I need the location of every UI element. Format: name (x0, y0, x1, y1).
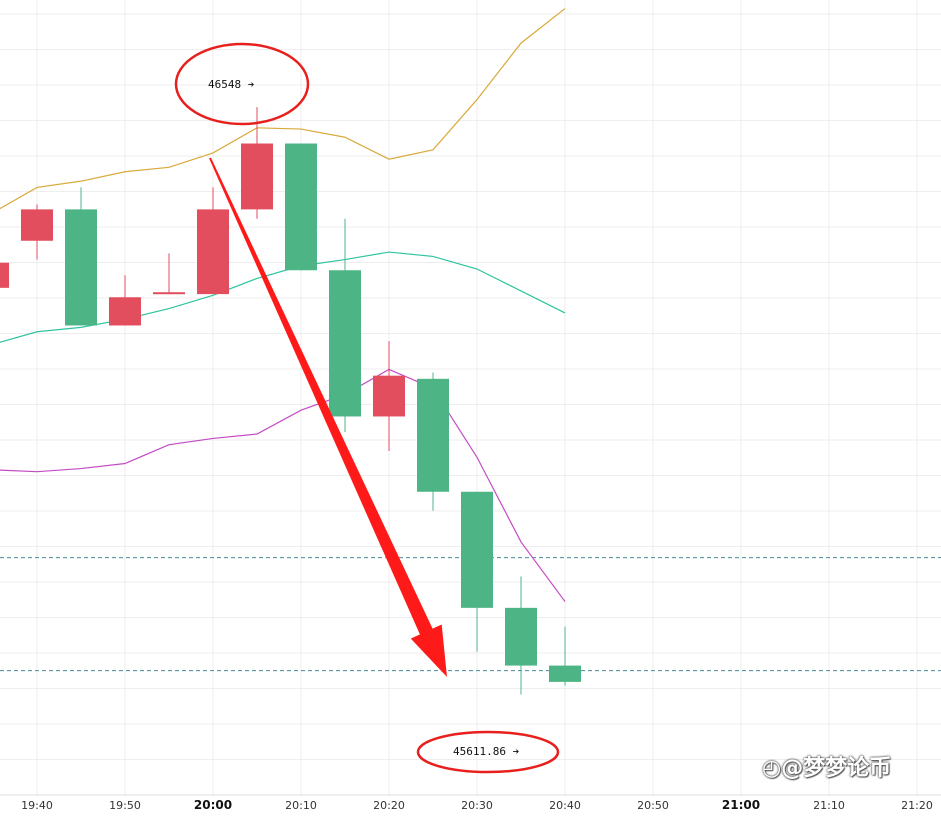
x-tick-label: 20:10 (285, 799, 317, 812)
x-tick-label: 20:00 (194, 798, 232, 812)
x-tick-label: 20:30 (461, 799, 493, 812)
candle-body (285, 143, 317, 271)
candle-body (417, 378, 449, 492)
band-upper (0, 8, 566, 210)
candles (0, 107, 581, 695)
x-tick-label: 21:20 (901, 799, 933, 812)
band-lower (0, 368, 566, 602)
bollinger-bands (0, 8, 566, 602)
candle-body (329, 270, 361, 417)
watermark-text: ◴@梦梦论币 (762, 750, 891, 782)
grid (0, 0, 941, 796)
x-tick-label: 21:00 (722, 798, 760, 812)
candle-body (241, 143, 273, 210)
candle-body (0, 262, 9, 288)
x-tick-label: 19:40 (21, 799, 53, 812)
x-tick-label: 19:50 (109, 799, 141, 812)
low-annotation: 45611.86 ➔ (453, 745, 520, 758)
candle-body (373, 375, 405, 417)
candle-body (153, 292, 185, 295)
candle-body (197, 209, 229, 295)
candle-body (461, 491, 493, 608)
candle-body (109, 297, 141, 326)
candle-body (549, 665, 581, 682)
low-ellipse (416, 730, 560, 774)
x-tick-label: 20:40 (549, 799, 581, 812)
band-middle (0, 251, 566, 343)
watermark-label: @梦梦论币 (781, 756, 892, 781)
x-axis: 19:40 19:50 20:00 20:10 20:20 20:30 20:40 20:50… (21, 798, 933, 812)
camera-icon: ◴ (762, 756, 782, 781)
annotations: 46548 ➔ 45611.86 ➔ (174, 42, 560, 774)
high-ellipse (174, 42, 310, 126)
x-tick-label: 20:50 (637, 799, 669, 812)
x-tick-label: 20:20 (373, 799, 405, 812)
candle-body (505, 607, 537, 666)
candle-body (65, 209, 97, 326)
candle-body (21, 209, 53, 241)
x-tick-label: 21:10 (813, 799, 845, 812)
down-arrow (209, 157, 447, 678)
high-annotation: 46548 ➔ (208, 78, 255, 91)
